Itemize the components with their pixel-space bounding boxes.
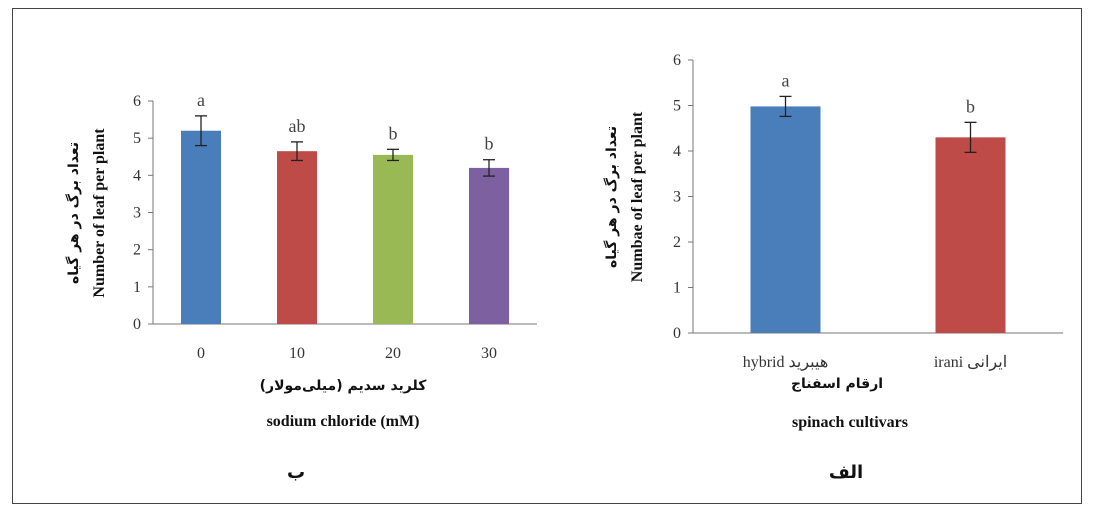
- y-tick-label: 4: [673, 143, 681, 160]
- bar: [469, 167, 509, 324]
- x-tick-label: 10: [289, 345, 305, 362]
- x-tick-label: 20: [385, 345, 401, 362]
- chart-sodium-chloride: Number of leaf per plant تعداد برگ در هر…: [65, 90, 537, 483]
- bar: [935, 137, 1006, 333]
- y-tick-label: 5: [133, 130, 141, 147]
- significance-letter: a: [782, 70, 790, 90]
- y-tick-label: 3: [673, 189, 681, 206]
- x-tick-label: irani ایرانی: [934, 354, 1007, 371]
- y-tick-label: 2: [673, 234, 681, 251]
- x-axis-label-fa: ارقام اسفناج: [791, 376, 883, 392]
- bar: [277, 151, 317, 324]
- bar: [750, 106, 821, 333]
- significance-letter: b: [485, 134, 494, 154]
- y-tick-label: 0: [673, 325, 681, 342]
- x-tick-label: 0: [197, 345, 205, 362]
- x-axis-label-en: sodium chloride (mM): [267, 413, 420, 430]
- y-tick-label: 3: [133, 205, 141, 222]
- bar: [181, 130, 221, 324]
- x-axis-label-en: spinach cultivars: [792, 414, 908, 431]
- x-tick-label: 30: [481, 345, 497, 362]
- y-tick-label: 5: [673, 98, 681, 115]
- panel-label: الف: [829, 462, 863, 483]
- y-axis-label-en: Number of leaf per plant: [91, 128, 108, 298]
- y-tick-label: 1: [133, 279, 141, 296]
- panel-label: ب: [287, 462, 305, 483]
- significance-letter: b: [966, 96, 975, 116]
- bar: [373, 154, 413, 324]
- y-axis-label-fa: تعداد برگ در هر گیاه: [65, 142, 82, 284]
- y-tick-label: 4: [133, 167, 141, 184]
- chart-spinach-cultivars: Numbae of leaf per plant تعداد برگ در هر…: [603, 52, 1063, 483]
- x-tick-label: hybrid هیبرید: [743, 354, 829, 371]
- significance-letter: ab: [289, 116, 306, 136]
- y-tick-label: 6: [133, 93, 141, 110]
- x-axis-label-fa: کلرید سدیم (میلی‌مولار): [260, 378, 428, 394]
- y-tick-label: 2: [133, 242, 141, 259]
- significance-letter: b: [389, 123, 398, 143]
- y-tick-label: 0: [133, 316, 141, 333]
- y-tick-label: 1: [673, 280, 681, 297]
- y-axis-label-fa: تعداد برگ در هر گیاه: [603, 126, 620, 268]
- y-axis-label-en: Numbae of leaf per plant: [629, 111, 646, 282]
- significance-letter: a: [197, 90, 205, 110]
- y-tick-label: 6: [673, 52, 681, 69]
